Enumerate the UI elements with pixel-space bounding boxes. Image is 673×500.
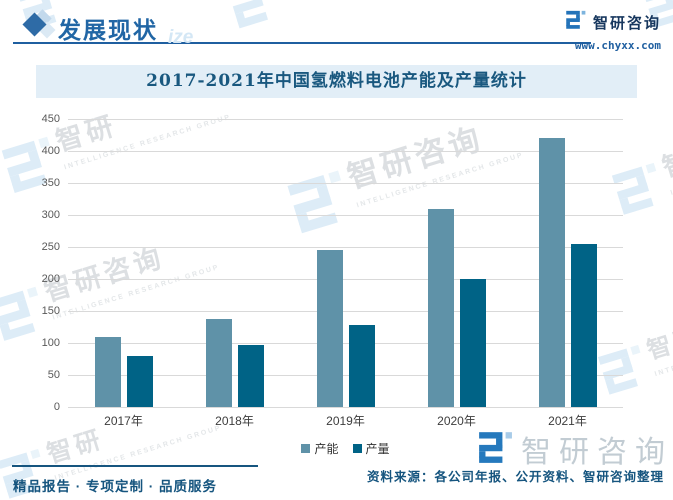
x-axis-label: 2021年 bbox=[548, 414, 587, 428]
brand-name: 智研咨询 bbox=[592, 14, 661, 32]
y-axis-label: 450 bbox=[41, 113, 60, 125]
y-axis-label: 200 bbox=[41, 273, 60, 285]
header: ize 发展现状 智研咨询 www.chyxx.com bbox=[0, 0, 673, 56]
gridline bbox=[68, 151, 623, 152]
gridline bbox=[68, 215, 623, 216]
y-axis-label: 350 bbox=[41, 177, 60, 189]
y-axis-label: 250 bbox=[41, 241, 60, 253]
chart-title-band: 2017-2021年中国氢燃料电池产能及产量统计 bbox=[36, 65, 637, 98]
bar-产量-2020年 bbox=[459, 279, 486, 407]
gridline bbox=[68, 183, 623, 184]
bar-产量-2019年 bbox=[348, 325, 375, 407]
diamond-icon bbox=[22, 9, 58, 44]
chart-title: 2017-2021年中国氢燃料电池产能及产量统计 bbox=[146, 71, 527, 91]
bar-产量-2017年 bbox=[126, 355, 153, 407]
data-source-note: 资料来源：各公司年报、公开资料、智研咨询整理 bbox=[366, 470, 664, 484]
gridline bbox=[68, 119, 623, 120]
bar-产能-2020年 bbox=[427, 208, 454, 407]
legend-swatch-icon bbox=[301, 444, 311, 453]
legend-item-产能: 产能 bbox=[301, 440, 339, 457]
header-divider bbox=[13, 42, 591, 44]
y-axis-label: 400 bbox=[41, 145, 60, 157]
gridline bbox=[68, 311, 623, 312]
legend-swatch-icon bbox=[352, 444, 362, 453]
gridline bbox=[68, 279, 623, 280]
header-watermark-fragment: ize bbox=[168, 27, 194, 48]
gridline bbox=[68, 247, 623, 248]
brand-block: 智研咨询 www.chyxx.com bbox=[565, 9, 661, 52]
zhiyan-logo-glyph bbox=[479, 431, 512, 463]
page-title: 发展现状 bbox=[58, 17, 158, 44]
bar-产能-2021年 bbox=[538, 138, 565, 407]
y-axis-label: 150 bbox=[41, 305, 60, 317]
x-axis-label: 2020年 bbox=[437, 414, 476, 428]
bar-产能-2017年 bbox=[94, 336, 121, 407]
zhiyan-logo-icon bbox=[565, 9, 586, 35]
legend-label: 产能 bbox=[314, 442, 339, 456]
zhiyan-logo-icon bbox=[477, 429, 513, 470]
gridline bbox=[68, 375, 623, 376]
zhiyan-logo-glyph bbox=[566, 10, 586, 29]
x-axis-label: 2018年 bbox=[215, 414, 254, 428]
watermark-text: 智研 bbox=[643, 320, 673, 365]
y-axis-label: 100 bbox=[41, 337, 60, 349]
legend-label: 产量 bbox=[365, 442, 390, 456]
x-axis-label: 2017年 bbox=[104, 414, 143, 428]
bar-产能-2018年 bbox=[205, 318, 232, 407]
y-axis-label: 50 bbox=[47, 369, 60, 381]
bar-产能-2019年 bbox=[316, 250, 343, 407]
footer-tagline: 精品报告 · 专项定制 · 品质服务 bbox=[13, 479, 217, 494]
brand-watermark: 智研咨询 bbox=[477, 427, 673, 471]
brand-url: www.chyxx.com bbox=[574, 39, 661, 52]
y-axis-label: 300 bbox=[41, 209, 60, 221]
chart-legend: 产能 产量 bbox=[68, 440, 623, 457]
footer-divider bbox=[12, 465, 258, 467]
bar-产量-2021年 bbox=[570, 243, 597, 407]
watermark-text: 智研咨询 bbox=[659, 119, 673, 184]
gridline bbox=[68, 343, 623, 344]
x-axis-label: 2019年 bbox=[326, 414, 365, 428]
brand-watermark-text: 智研咨询 bbox=[521, 435, 673, 470]
gridline bbox=[68, 407, 623, 408]
bar-产量-2018年 bbox=[237, 344, 264, 407]
plot-area: 2017年 2018年 2019年 2020年 2021年 bbox=[68, 119, 623, 428]
legend-item-产量: 产量 bbox=[352, 440, 390, 457]
watermark-subtext: INTELLIGENCE RESEARCH GROUP bbox=[653, 320, 673, 379]
y-axis-label: 0 bbox=[53, 401, 60, 413]
